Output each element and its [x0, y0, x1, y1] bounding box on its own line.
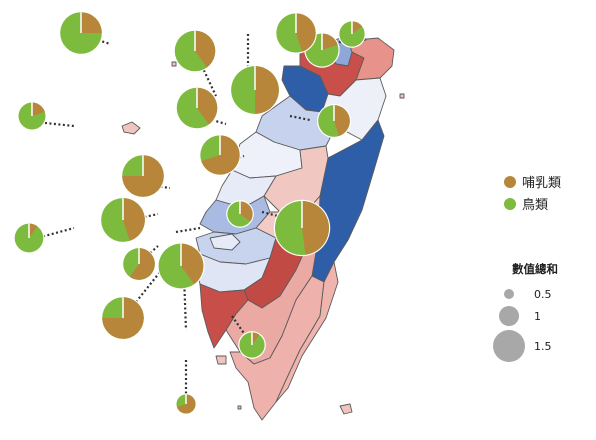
leader-line [135, 271, 161, 303]
leader-line [97, 38, 111, 46]
pie-changhua-slice-mammal [123, 198, 145, 241]
pie-hsinchu-slice-mammal [197, 87, 218, 125]
size-legend-circle-small [504, 289, 514, 299]
island-penghu-small [121, 121, 141, 135]
pie-penghu[interactable] [175, 393, 197, 415]
pie-lower-left[interactable] [100, 295, 146, 341]
pie-kinmen-slice-mammal [29, 223, 38, 238]
legend-label-bird: 鳥類 [522, 198, 548, 213]
pie-newtaipei[interactable] [229, 64, 281, 116]
pie-kaohsiung-slice-mammal [252, 332, 260, 345]
pie-hsinchuc-slice-mammal [334, 105, 350, 137]
size-legend-label-small: 0.5 [534, 288, 552, 301]
pie-matsu[interactable] [17, 101, 47, 131]
region-taitung[interactable] [275, 261, 339, 403]
pie-changhua[interactable] [99, 196, 147, 244]
pie-taichung-slice-mammal [240, 201, 253, 222]
island-lanyu [339, 403, 353, 415]
pie-hualien-slice-mammal [302, 201, 329, 255]
island-kinmen [215, 355, 227, 365]
legend: 哺乳類 鳥類 數值總和 0.5 1 1.5 [493, 176, 561, 362]
pie-newtaipei-slice-mammal [255, 66, 279, 114]
size-legend-label-medium: 1 [534, 310, 541, 323]
leader-line [175, 226, 201, 234]
pie-far-nw-slice-mammal [81, 12, 102, 33]
pie-miaoli[interactable] [199, 134, 241, 176]
pie-chiayi[interactable] [157, 242, 205, 290]
pie-kinmen[interactable] [13, 222, 45, 254]
pie-hualien[interactable] [273, 199, 331, 257]
pie-taichung[interactable] [226, 200, 254, 228]
taiwan-map [121, 27, 405, 421]
pie-yilan[interactable] [275, 12, 317, 54]
leader-line [289, 114, 311, 122]
legend-label-mammal: 哺乳類 [522, 176, 561, 191]
pie-markers [13, 10, 366, 415]
size-legend-title: 數值總和 [512, 262, 558, 276]
pie-taoyuan[interactable] [173, 29, 217, 73]
legend-swatch-bird [504, 198, 516, 210]
pie-far-nw[interactable] [58, 10, 104, 56]
leader-line [29, 226, 75, 242]
pie-hsinchu[interactable] [175, 86, 219, 130]
region-taichung[interactable] [263, 145, 329, 213]
pie-hsinchuc[interactable] [316, 103, 352, 139]
pie-kaohsiung[interactable] [238, 331, 266, 359]
pie-keelung-slice-mammal [352, 21, 363, 34]
pie-yilan-slice-mammal [296, 13, 316, 52]
pie-keelung[interactable] [338, 20, 366, 48]
size-legend-circle-medium [499, 306, 519, 326]
size-legend-circle-large [493, 330, 525, 362]
pie-chiayi-slice-mammal [181, 243, 204, 285]
pie-yunlin[interactable] [121, 246, 157, 282]
pie-matsu-slice-mammal [32, 102, 45, 116]
island-dot-a [171, 61, 177, 67]
pie-tainan[interactable] [120, 153, 166, 199]
leader-line [331, 35, 349, 49]
leader-line [231, 315, 251, 343]
island-green [399, 93, 405, 99]
pie-taoyuan-slice-mammal [195, 30, 216, 68]
island-matsu [209, 233, 241, 251]
size-legend-label-large: 1.5 [534, 340, 552, 353]
pie-yunlin-slice-mammal [129, 248, 155, 280]
pie-taipei-slice-mammal [322, 33, 338, 50]
legend-swatch-mammal [504, 176, 516, 188]
leader-line [139, 212, 159, 220]
island-dot-b [237, 405, 242, 410]
